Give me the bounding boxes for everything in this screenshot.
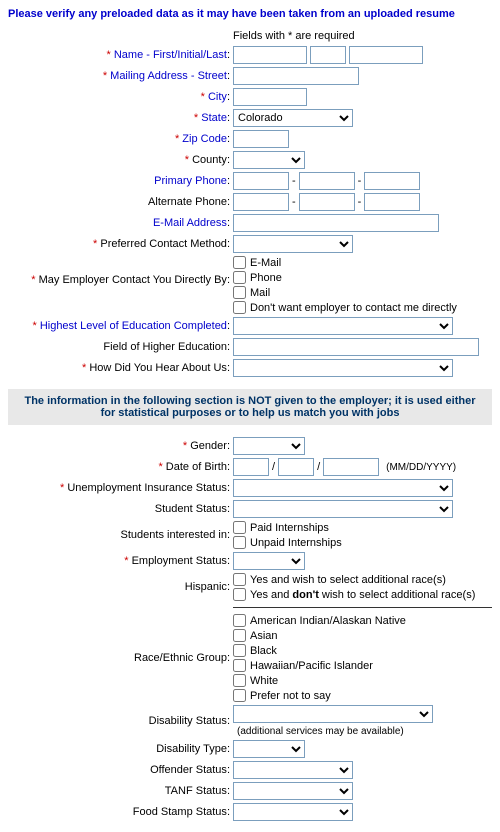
food-stamp-status-label: Food Stamp Status	[133, 806, 227, 818]
alt-phone-label: Alternate Phone	[148, 196, 227, 208]
emp-none-label: Don't want employer to contact me direct…	[250, 302, 457, 314]
disability-note: (additional services may be available)	[237, 726, 404, 737]
offender-status-select[interactable]	[233, 761, 353, 779]
hispanic-no-checkbox[interactable]	[233, 588, 246, 601]
tanf-status-label: TANF Status	[165, 785, 227, 797]
paid-intern-label: Paid Internships	[250, 522, 329, 534]
education-level-select[interactable]	[233, 317, 453, 335]
food-stamp-status-select[interactable]	[233, 803, 353, 821]
gender-label: Gender	[190, 440, 227, 452]
disability-type-select[interactable]	[233, 740, 305, 758]
preferred-contact-select[interactable]	[233, 235, 353, 253]
race-native-label: American Indian/Alaskan Native	[250, 615, 406, 627]
higher-ed-label: Field of Higher Education	[103, 341, 227, 353]
student-status-select[interactable]	[233, 500, 453, 518]
race-group-label: Race/Ethnic Group	[134, 652, 227, 664]
race-black-label: Black	[250, 645, 277, 657]
email-label: E-Mail Address	[153, 217, 227, 229]
hispanic-yes-label: Yes and wish to select additional race(s…	[250, 574, 446, 586]
name-label: Name - First/Initial/Last	[114, 49, 227, 61]
preferred-contact-label: Preferred Contact Method	[100, 238, 227, 250]
street-input[interactable]	[233, 67, 359, 85]
hispanic-yes-checkbox[interactable]	[233, 573, 246, 586]
race-prefer-not-label: Prefer not to say	[250, 690, 331, 702]
aphone-2-input[interactable]	[299, 193, 355, 211]
offender-status-label: Offender Status	[150, 764, 227, 776]
zip-label: Zip Code	[182, 133, 227, 145]
dob-label: Date of Birth	[166, 461, 227, 473]
zip-input[interactable]	[233, 130, 289, 148]
state-label: State	[201, 112, 227, 124]
dob-format-note: (MM/DD/YYYY)	[386, 462, 456, 473]
paid-intern-checkbox[interactable]	[233, 521, 246, 534]
dob-mm-input[interactable]	[233, 458, 269, 476]
emp-email-label: E-Mail	[250, 257, 281, 269]
students-interested-label: Students interested in	[121, 529, 227, 541]
ui-status-select[interactable]	[233, 479, 453, 497]
disability-type-label: Disability Type	[156, 743, 227, 755]
section-banner: The information in the following section…	[8, 389, 492, 425]
race-white-checkbox[interactable]	[233, 674, 246, 687]
divider	[233, 607, 492, 608]
city-label: City	[208, 91, 227, 103]
race-black-checkbox[interactable]	[233, 644, 246, 657]
hispanic-no-label: Yes and don't wish to select additional …	[250, 589, 475, 601]
unpaid-intern-label: Unpaid Internships	[250, 537, 342, 549]
emp-none-checkbox[interactable]	[233, 301, 246, 314]
pphone-2-input[interactable]	[299, 172, 355, 190]
emp-email-checkbox[interactable]	[233, 256, 246, 269]
hispanic-label: Hispanic	[185, 581, 227, 593]
race-prefer-not-checkbox[interactable]	[233, 689, 246, 702]
race-white-label: White	[250, 675, 278, 687]
race-hawaiian-label: Hawaiian/Pacific Islander	[250, 660, 373, 672]
county-select[interactable]	[233, 151, 305, 169]
race-hawaiian-checkbox[interactable]	[233, 659, 246, 672]
county-label: County	[192, 154, 227, 166]
city-input[interactable]	[233, 88, 307, 106]
last-name-input[interactable]	[349, 46, 423, 64]
disability-status-select[interactable]	[233, 705, 433, 723]
unpaid-intern-checkbox[interactable]	[233, 536, 246, 549]
email-input[interactable]	[233, 214, 439, 232]
dob-dd-input[interactable]	[278, 458, 314, 476]
emp-phone-label: Phone	[250, 272, 282, 284]
first-name-input[interactable]	[233, 46, 307, 64]
state-select[interactable]: Colorado	[233, 109, 353, 127]
initial-input[interactable]	[310, 46, 346, 64]
dob-yyyy-input[interactable]	[323, 458, 379, 476]
disability-status-label: Disability Status	[149, 715, 227, 727]
hear-about-select[interactable]	[233, 359, 453, 377]
employment-status-label: Employment Status	[132, 555, 227, 567]
required-note: Fields with * are required	[8, 30, 492, 42]
aphone-1-input[interactable]	[233, 193, 289, 211]
race-native-checkbox[interactable]	[233, 614, 246, 627]
pphone-3-input[interactable]	[364, 172, 420, 190]
race-asian-label: Asian	[250, 630, 278, 642]
emp-mail-checkbox[interactable]	[233, 286, 246, 299]
aphone-3-input[interactable]	[364, 193, 420, 211]
student-status-label: Student Status	[155, 503, 227, 515]
higher-ed-input[interactable]	[233, 338, 479, 356]
tanf-status-select[interactable]	[233, 782, 353, 800]
employer-contact-label: May Employer Contact You Directly By	[39, 274, 227, 286]
race-asian-checkbox[interactable]	[233, 629, 246, 642]
pphone-1-input[interactable]	[233, 172, 289, 190]
gender-select[interactable]	[233, 437, 305, 455]
street-label: Mailing Address - Street	[110, 70, 227, 82]
ui-status-label: Unemployment Insurance Status	[67, 482, 227, 494]
hear-about-label: How Did You Hear About Us	[89, 362, 227, 374]
primary-phone-label: Primary Phone	[154, 175, 227, 187]
education-level-label: Highest Level of Education Completed	[40, 320, 227, 332]
emp-mail-label: Mail	[250, 287, 270, 299]
header-note: Please verify any preloaded data as it m…	[8, 8, 492, 20]
emp-phone-checkbox[interactable]	[233, 271, 246, 284]
employment-status-select[interactable]	[233, 552, 305, 570]
